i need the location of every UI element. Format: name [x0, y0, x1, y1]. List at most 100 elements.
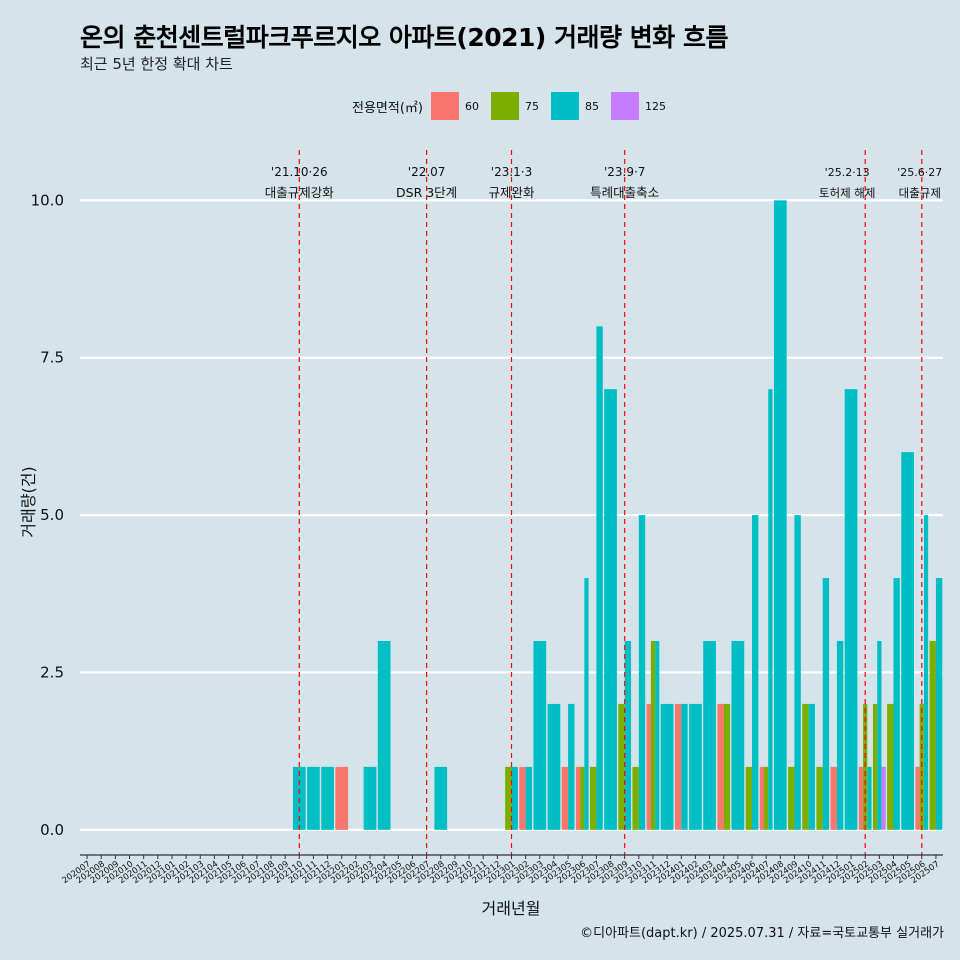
legend: 전용면적(㎡) 60 75 85 125: [352, 92, 672, 120]
bar-60-202306: [575, 766, 581, 830]
event-label: 대출규제강화: [265, 185, 335, 200]
legend-item-85: 85: [550, 92, 605, 120]
bar-85-202407: [768, 389, 773, 830]
bar-85-202405: [731, 640, 745, 830]
bar-85-202311: [655, 640, 660, 830]
bar-75-202507: [929, 640, 936, 830]
legend-label-85: 85: [584, 99, 599, 113]
legend-label-125: 125: [644, 99, 666, 113]
legend-swatch-125: [610, 92, 639, 120]
bar-75-202307: [590, 766, 597, 830]
bar-125-202503: [881, 766, 886, 830]
bar-75-202301: [505, 766, 512, 830]
bar-85-202406: [752, 515, 759, 830]
event-date: '23.9·7: [604, 165, 645, 179]
bar-85-202208: [434, 766, 448, 830]
bar-75-202311: [650, 640, 656, 830]
bar-85-202502: [867, 766, 872, 830]
bar-85-202506: [923, 515, 929, 830]
bar-75-202411: [816, 766, 823, 830]
bar-85-202203: [363, 766, 377, 830]
bar-75-202410: [802, 703, 809, 830]
bar-60-202401: [674, 703, 682, 830]
y-tick-label: 2.5: [40, 663, 64, 681]
bar-85-202111: [307, 766, 320, 830]
bar-60-202305: [561, 766, 569, 830]
event-markers: '21.10·26 대출규제강화 '22.07 DSR 3단계 '23.1·3 규제완화 '…: [265, 150, 942, 855]
event-date: '25.2·13: [825, 166, 870, 179]
bar-85-202312: [660, 703, 674, 830]
legend-title: 전용면적(㎡): [352, 100, 423, 116]
bar-85-202304: [547, 703, 561, 830]
bar-75-202309: [618, 703, 625, 830]
legend-label-60: 60: [464, 99, 479, 113]
bar-85-202408: [773, 200, 787, 830]
bar-75-202306: [580, 766, 585, 830]
bar-85-202307: [596, 326, 603, 830]
bar-60-202412: [830, 766, 837, 830]
bar-85-202301: [511, 766, 518, 830]
legend-swatch-85: [550, 92, 579, 120]
bar-60-202302: [519, 766, 526, 830]
bar-85-202412: [836, 640, 844, 830]
bar-85-202305: [568, 703, 575, 830]
bar-75-202310: [632, 766, 639, 830]
bar-85-202411: [822, 578, 830, 830]
event-date: '23.1·3: [491, 165, 532, 179]
legend-swatch-75: [490, 92, 519, 120]
x-axis-title: 거래년월: [482, 899, 541, 918]
event-date: '22.07: [408, 165, 446, 179]
bar-85-202309: [624, 640, 632, 830]
legend-item-60: 60: [430, 92, 485, 120]
bar-85-202409: [794, 515, 801, 830]
y-tick-label: 10.0: [31, 191, 64, 209]
bar-85-202504: [893, 578, 900, 830]
legend-swatch-60: [430, 92, 459, 120]
bar-85-202310: [638, 515, 646, 830]
event-label: DSR 3단계: [396, 185, 457, 200]
bar-60-202407: [759, 766, 765, 830]
bar-85-202112: [321, 766, 334, 830]
y-tick-label: 0.0: [40, 821, 64, 839]
bar-75-202406: [745, 766, 753, 830]
event-label: 대출규제: [899, 186, 941, 200]
event-label: 특례대출축소: [590, 185, 659, 200]
bar-85-202503: [877, 640, 882, 830]
bar-60-202201: [335, 766, 349, 830]
bar-85-202403: [703, 640, 716, 830]
event-date: '25.6·27: [897, 166, 942, 179]
bar-75-202407: [764, 766, 769, 830]
bar-75-202503: [872, 703, 878, 830]
y-tick-label: 7.5: [40, 349, 64, 367]
event-label: 규제완화: [488, 185, 535, 200]
event-label: 토허제 해제: [819, 186, 876, 200]
bar-85-202505: [901, 452, 914, 830]
bar-75-202504: [887, 703, 894, 830]
bar-85-202204: [377, 640, 391, 830]
bar-85-202401: [681, 703, 688, 830]
event-date: '21.10·26: [271, 165, 328, 179]
bar-85-202410: [808, 703, 815, 830]
bar-85-202507: [935, 578, 943, 830]
bar-85-202302: [525, 766, 533, 830]
bar-75-202409: [788, 766, 795, 830]
source-caption: ©디아파트(dapt.kr) / 2025.07.31 / 자료=국토교통부 실…: [580, 926, 944, 941]
chart-title: 온의 춘천센트럴파크푸르지오 아파트(2021) 거래량 변화 흐름: [80, 23, 728, 52]
chart-subtitle: 최근 5년 한정 확대 차트: [80, 55, 233, 73]
bar-60-202311: [646, 703, 651, 830]
bar-75-202404: [723, 703, 731, 830]
y-tick-label: 5.0: [40, 506, 64, 524]
legend-item-75: 75: [490, 92, 545, 120]
bar-85-202308: [604, 389, 617, 830]
legend-label-75: 75: [524, 99, 539, 113]
bar-85-202402: [689, 703, 702, 830]
bar-85-202501: [844, 389, 858, 830]
bar-60-202404: [717, 703, 724, 830]
legend-item-125: 125: [610, 92, 666, 120]
bar-60-202502: [858, 766, 864, 830]
bars: [292, 200, 943, 830]
bar-85-202306: [584, 578, 589, 830]
bar-60-202506: [915, 766, 920, 830]
y-axis-title: 거래량(건): [19, 466, 38, 537]
